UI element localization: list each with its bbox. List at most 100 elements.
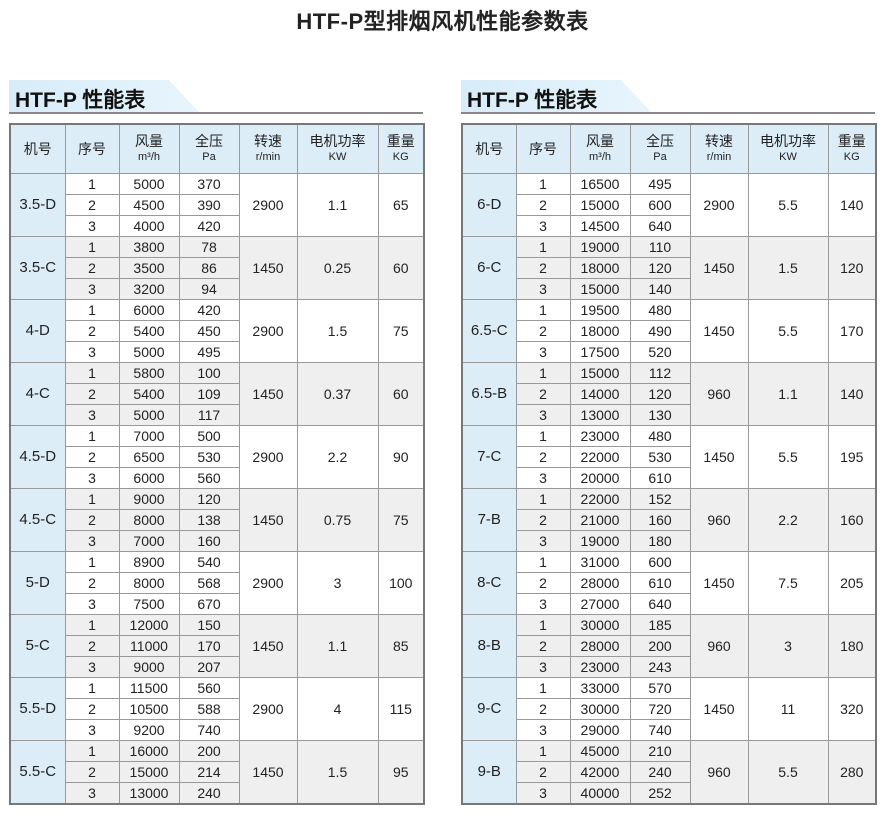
divider	[461, 112, 875, 114]
table-row: 2 14000 120	[462, 383, 876, 405]
airflow-cell: 5400	[118, 383, 180, 405]
pressure-cell: 120	[178, 488, 240, 510]
airflow-cell: 4500	[118, 194, 180, 216]
model-cell: 7-C	[461, 425, 517, 489]
airflow-cell: 13000	[569, 404, 631, 426]
table-row: 2 3500 86	[10, 257, 424, 279]
airflow-cell: 12000	[118, 614, 180, 636]
seq-cell: 3	[64, 404, 120, 426]
speed-cell: 960	[689, 362, 749, 426]
header-label: 机号	[23, 141, 52, 157]
power-cell: 5.5	[747, 173, 829, 237]
weight-cell: 90	[377, 425, 425, 489]
airflow-cell: 3200	[118, 278, 180, 300]
speed-cell: 2900	[238, 551, 298, 615]
airflow-cell: 8000	[118, 572, 180, 594]
column-header: 重量 KG	[827, 123, 877, 174]
airflow-cell: 27000	[569, 593, 631, 615]
power-cell: 3	[747, 614, 829, 678]
header-unit: r/min	[255, 151, 281, 163]
seq-cell: 3	[64, 782, 120, 805]
pressure-cell: 152	[629, 488, 691, 510]
seq-cell: 2	[515, 320, 571, 342]
table-row: 3.5-D 1 5000 370 2900 1.1 65	[9, 173, 425, 237]
header-unit: KG	[843, 151, 860, 163]
seq-cell: 1	[64, 299, 120, 321]
airflow-cell: 18000	[569, 320, 631, 342]
table-row: 3 4000 420	[10, 215, 424, 237]
pressure-cell: 568	[178, 572, 240, 594]
column-header: 机号	[461, 123, 517, 174]
airflow-cell: 19500	[569, 299, 631, 321]
table-row: 3 7500 670	[10, 593, 424, 615]
table-row: 3 13000 240	[10, 782, 424, 805]
weight-cell: 205	[827, 551, 877, 615]
pressure-cell: 740	[178, 719, 240, 741]
power-cell: 0.75	[296, 488, 379, 552]
table-row: 2 18000 490	[462, 320, 876, 342]
airflow-cell: 6500	[118, 446, 180, 468]
pressure-cell: 450	[178, 320, 240, 342]
pressure-cell: 170	[178, 635, 240, 657]
speed-cell: 2900	[238, 173, 298, 237]
pressure-cell: 140	[629, 278, 691, 300]
pressure-cell: 86	[178, 257, 240, 279]
banner-title: HTF-P 性能表	[467, 89, 598, 112]
seq-cell: 2	[64, 761, 120, 783]
power-cell: 5.5	[747, 425, 829, 489]
weight-cell: 195	[827, 425, 877, 489]
table-row: 4.5-D 1 7000 500 2900 2.2 90	[9, 425, 425, 489]
header-row: 机号 序号 风量 m³/h 全压 Pa 转速 r/min 电机功率 KW 重量 KG	[9, 123, 425, 174]
power-cell: 2.2	[296, 425, 379, 489]
weight-cell: 280	[827, 740, 877, 805]
speed-cell: 960	[689, 488, 749, 552]
table-row: 9-C 1 33000 570 1450 11 320	[461, 677, 877, 741]
page-title: HTF-P型排烟风机性能参数表	[296, 9, 589, 34]
seq-cell: 2	[64, 572, 120, 594]
model-cell: 5-C	[9, 614, 66, 678]
pressure-cell: 610	[629, 572, 691, 594]
speed-cell: 1450	[689, 551, 749, 615]
pressure-cell: 530	[178, 446, 240, 468]
seq-cell: 1	[515, 488, 571, 510]
pressure-cell: 540	[178, 551, 240, 573]
section-banner: HTF-P 性能表	[461, 80, 875, 112]
header-unit: m³/h	[138, 151, 160, 163]
table-row: 2 6500 530	[10, 446, 424, 468]
power-cell: 1.1	[296, 173, 379, 237]
pressure-cell: 600	[629, 551, 691, 573]
table-row: 3 17500 520	[462, 341, 876, 363]
airflow-cell: 6000	[118, 467, 180, 489]
table-row: 5-D 1 8900 540 2900 3 100	[9, 551, 425, 615]
seq-cell: 2	[515, 509, 571, 531]
table-row: 2 10500 588	[10, 698, 424, 720]
header-label: 序号	[78, 141, 106, 157]
power-cell: 5.5	[747, 740, 829, 805]
airflow-cell: 15000	[569, 362, 631, 384]
airflow-cell: 3800	[118, 236, 180, 258]
airflow-cell: 9000	[118, 488, 180, 510]
seq-cell: 1	[515, 425, 571, 447]
seq-cell: 2	[515, 194, 571, 216]
weight-cell: 85	[377, 614, 425, 678]
column-header: 风量 m³/h	[569, 123, 631, 174]
header-label: 重量	[837, 133, 866, 149]
weight-cell: 115	[377, 677, 425, 741]
column-header: 电机功率 KW	[296, 123, 379, 174]
pressure-cell: 207	[178, 656, 240, 678]
performance-panel-right: HTF-P 性能表 机号 序号 风量 m³/h 全压 Pa 转速 r/min 电机功率 KW 重量 K…	[461, 80, 877, 805]
header-row: 机号 序号 风量 m³/h 全压 Pa 转速 r/min 电机功率 KW 重量 KG	[461, 123, 877, 174]
header-label: 风量	[135, 133, 163, 149]
pressure-cell: 138	[178, 509, 240, 531]
table-row: 6.5-C 1 19500 480 1450 5.5 170	[461, 299, 877, 363]
table-row: 7-B 1 22000 152 960 2.2 160	[461, 488, 877, 552]
airflow-cell: 4000	[118, 215, 180, 237]
table-row: 2 30000 720	[462, 698, 876, 720]
seq-cell: 2	[515, 635, 571, 657]
pressure-cell: 117	[178, 404, 240, 426]
airflow-cell: 10500	[118, 698, 180, 720]
pressure-cell: 160	[178, 530, 240, 552]
airflow-cell: 40000	[569, 782, 631, 805]
model-cell: 5-D	[9, 551, 66, 615]
airflow-cell: 15000	[118, 761, 180, 783]
